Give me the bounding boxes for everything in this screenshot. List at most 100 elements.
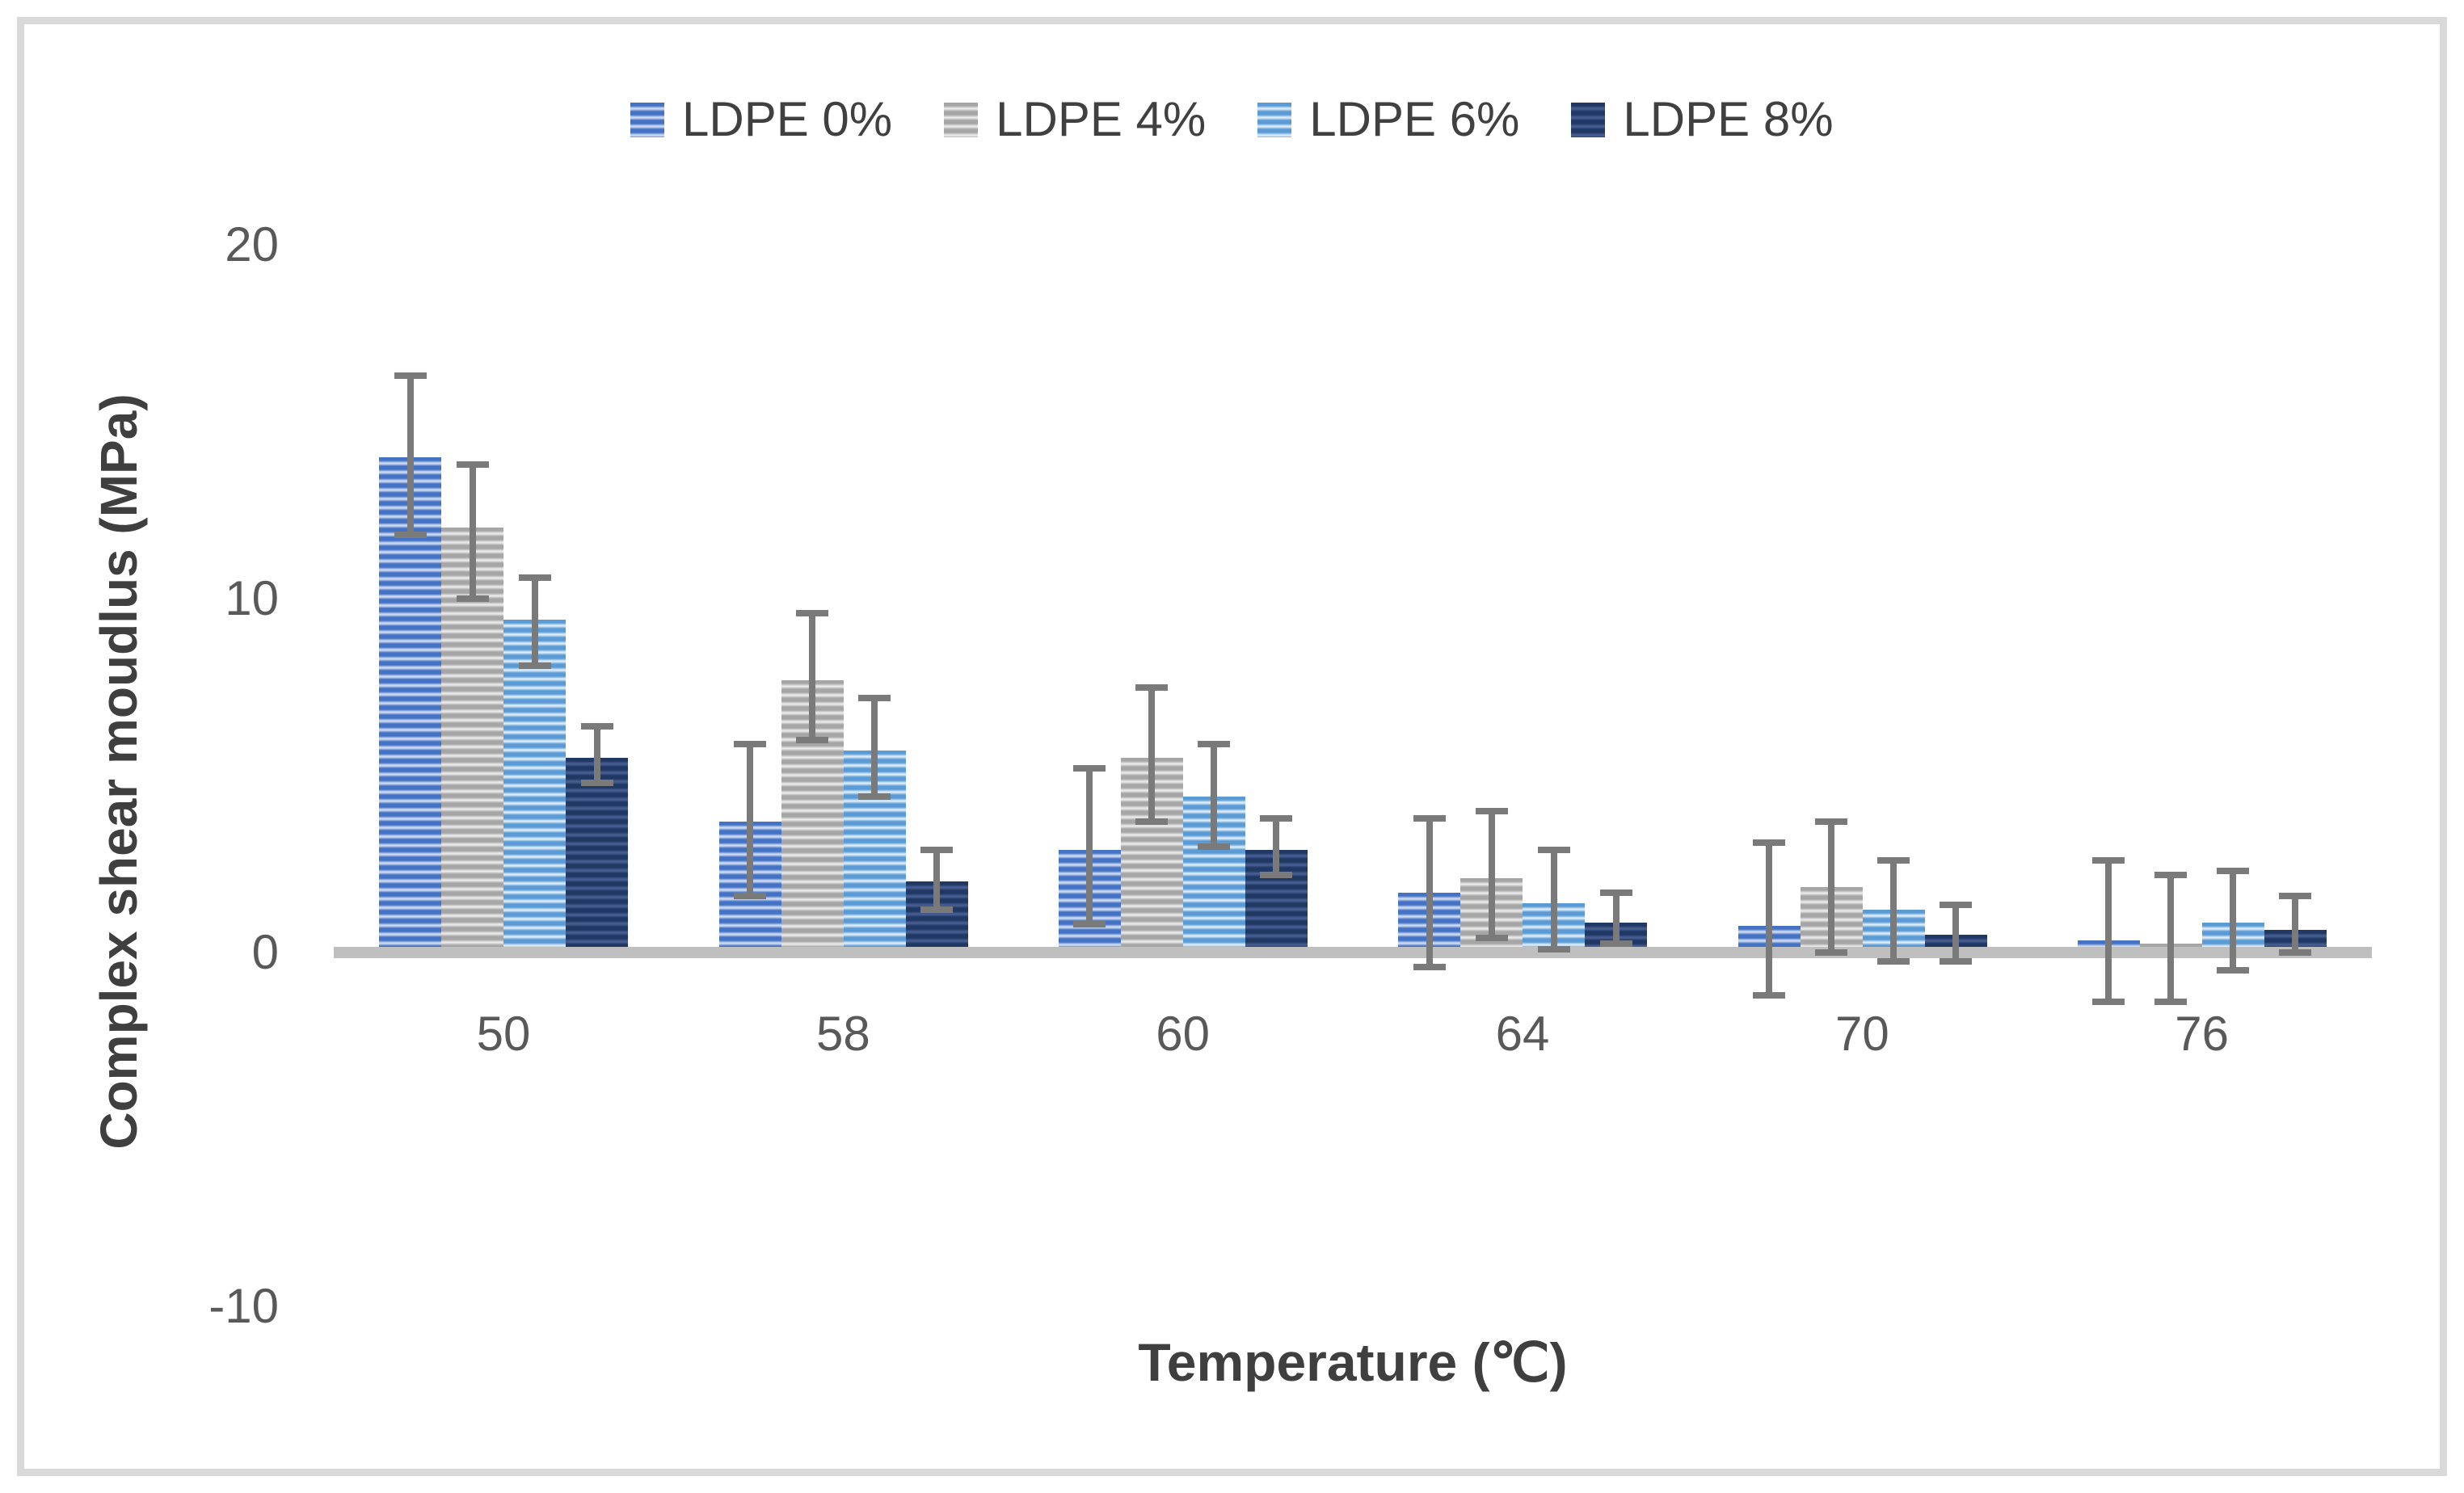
error-bar-top-cap [1940,901,1972,908]
error-bar-bottom-cap [1413,963,1446,970]
legend-swatch-icon [1571,102,1606,137]
error-bar-line [2105,860,2112,1003]
error-bar-line [871,697,878,797]
error-bar-top-cap [580,722,613,730]
error-bar-top-cap [2217,868,2250,875]
x-axis-baseline [334,947,2372,958]
error-bar-bottom-cap [2092,999,2125,1006]
error-bar-line [2167,874,2175,1003]
error-bar-line [531,577,538,667]
y-axis-tick-label: 20 [225,217,279,271]
error-bar-line [2230,871,2237,970]
error-bar-bottom-cap [1599,940,1632,948]
error-bar-bottom-cap [456,595,489,602]
error-bar-bottom-cap [1475,935,1508,942]
error-bar-bottom-cap [1940,957,1972,965]
error-bar-line [1766,843,1772,995]
error-bar-top-cap [1599,889,1632,896]
error-bar-bottom-cap [1260,871,1293,878]
error-bar-line [1952,904,1959,961]
legend-item-ldpe-8-: LDPE 8% [1571,92,1834,146]
error-bar-top-cap [1073,765,1106,772]
error-bar-top-cap [394,372,427,380]
error-bar-line [1828,821,1834,953]
error-bar-top-cap [1815,818,1847,825]
y-axis-tick-label: -10 [208,1279,279,1333]
error-bar-top-cap [1260,814,1293,822]
legend-label: LDPE 0% [682,92,893,146]
error-bar-top-cap [2092,857,2125,864]
error-bar-line [406,376,414,536]
y-axis-title: Complex shear moudlus (MPa) [90,393,148,1150]
error-bar-top-cap [456,461,489,468]
legend-label: LDPE 6% [1309,92,1520,146]
legend-swatch-icon [1257,102,1292,137]
error-bar-bottom-cap [2279,949,2312,956]
error-bar-bottom-cap [580,779,613,786]
error-bar-bottom-cap [394,532,427,539]
error-bar-line [747,743,753,896]
error-bar-line [1550,849,1557,949]
error-bar-top-cap [1753,839,1785,847]
error-bar-line [1148,687,1156,822]
y-axis-tick-label: 10 [225,571,279,625]
error-bar-top-cap [1198,740,1231,747]
error-bar-line [933,849,940,911]
error-bar-top-cap [2279,892,2312,899]
y-axis-tick-label: 0 [251,925,279,979]
x-axis-tick-label: 64 [1495,1007,1550,1061]
error-bar-bottom-cap [796,737,828,744]
x-axis-title: Temperature (℃) [1138,1332,1568,1392]
chart-legend: LDPE 0% LDPE 4% LDPE 6% LDPE 8% [630,95,1834,144]
error-bar-bottom-cap [858,793,891,801]
error-bar-bottom-cap [2154,999,2188,1006]
error-bar-line [1426,818,1433,967]
error-bar-line [1086,768,1093,924]
error-bar-top-cap [858,694,891,701]
x-axis-tick-label: 76 [2175,1007,2230,1061]
error-bar-top-cap [518,574,551,581]
x-axis-tick-label: 70 [1834,1007,1889,1061]
error-bar-top-cap [1537,846,1570,853]
bar-ldpe-6--at-50 [503,620,567,953]
error-bar-bottom-cap [1815,949,1847,956]
error-bar-top-cap [1413,814,1446,822]
error-bar-bottom-cap [518,662,551,670]
x-axis-tick-label: 50 [476,1007,531,1061]
error-bar-bottom-cap [1877,957,1910,965]
legend-item-ldpe-6-: LDPE 6% [1257,95,1519,144]
error-bar-line [1890,860,1897,961]
error-bar-bottom-cap [1198,843,1231,850]
error-bar-bottom-cap [920,906,953,914]
error-bar-line [2292,895,2299,953]
x-axis-tick-label: 60 [1156,1007,1211,1061]
error-bar-line [1211,743,1218,847]
error-bar-top-cap [796,609,828,616]
bar-ldpe-0--at-50 [379,456,442,953]
error-bar-bottom-cap [1135,818,1169,825]
error-bar-bottom-cap [2217,966,2250,974]
error-bar-bottom-cap [1073,920,1106,927]
legend-item-ldpe-0-: LDPE 0% [630,95,892,144]
error-bar-top-cap [920,846,953,853]
error-bar-bottom-cap [734,892,766,899]
error-bar-line [809,612,815,741]
error-bar-line [1488,810,1495,939]
bar-ldpe-8--at-50 [566,758,629,953]
error-bar-top-cap [734,740,766,747]
legend-swatch-icon [944,102,979,137]
error-bar-top-cap [1475,807,1508,814]
x-axis-tick-label: 58 [815,1007,870,1061]
error-bar-top-cap [1135,683,1169,691]
error-bar-line [469,464,476,599]
legend-swatch-icon [630,102,664,137]
error-bar-top-cap [2154,871,2188,878]
error-bar-line [1612,892,1620,944]
error-bar-bottom-cap [1537,945,1570,953]
error-bar-line [593,725,600,783]
legend-label: LDPE 8% [1623,92,1834,146]
error-bar-top-cap [1877,857,1910,864]
error-bar-bottom-cap [1753,991,1785,999]
error-bar-line [1273,818,1280,875]
